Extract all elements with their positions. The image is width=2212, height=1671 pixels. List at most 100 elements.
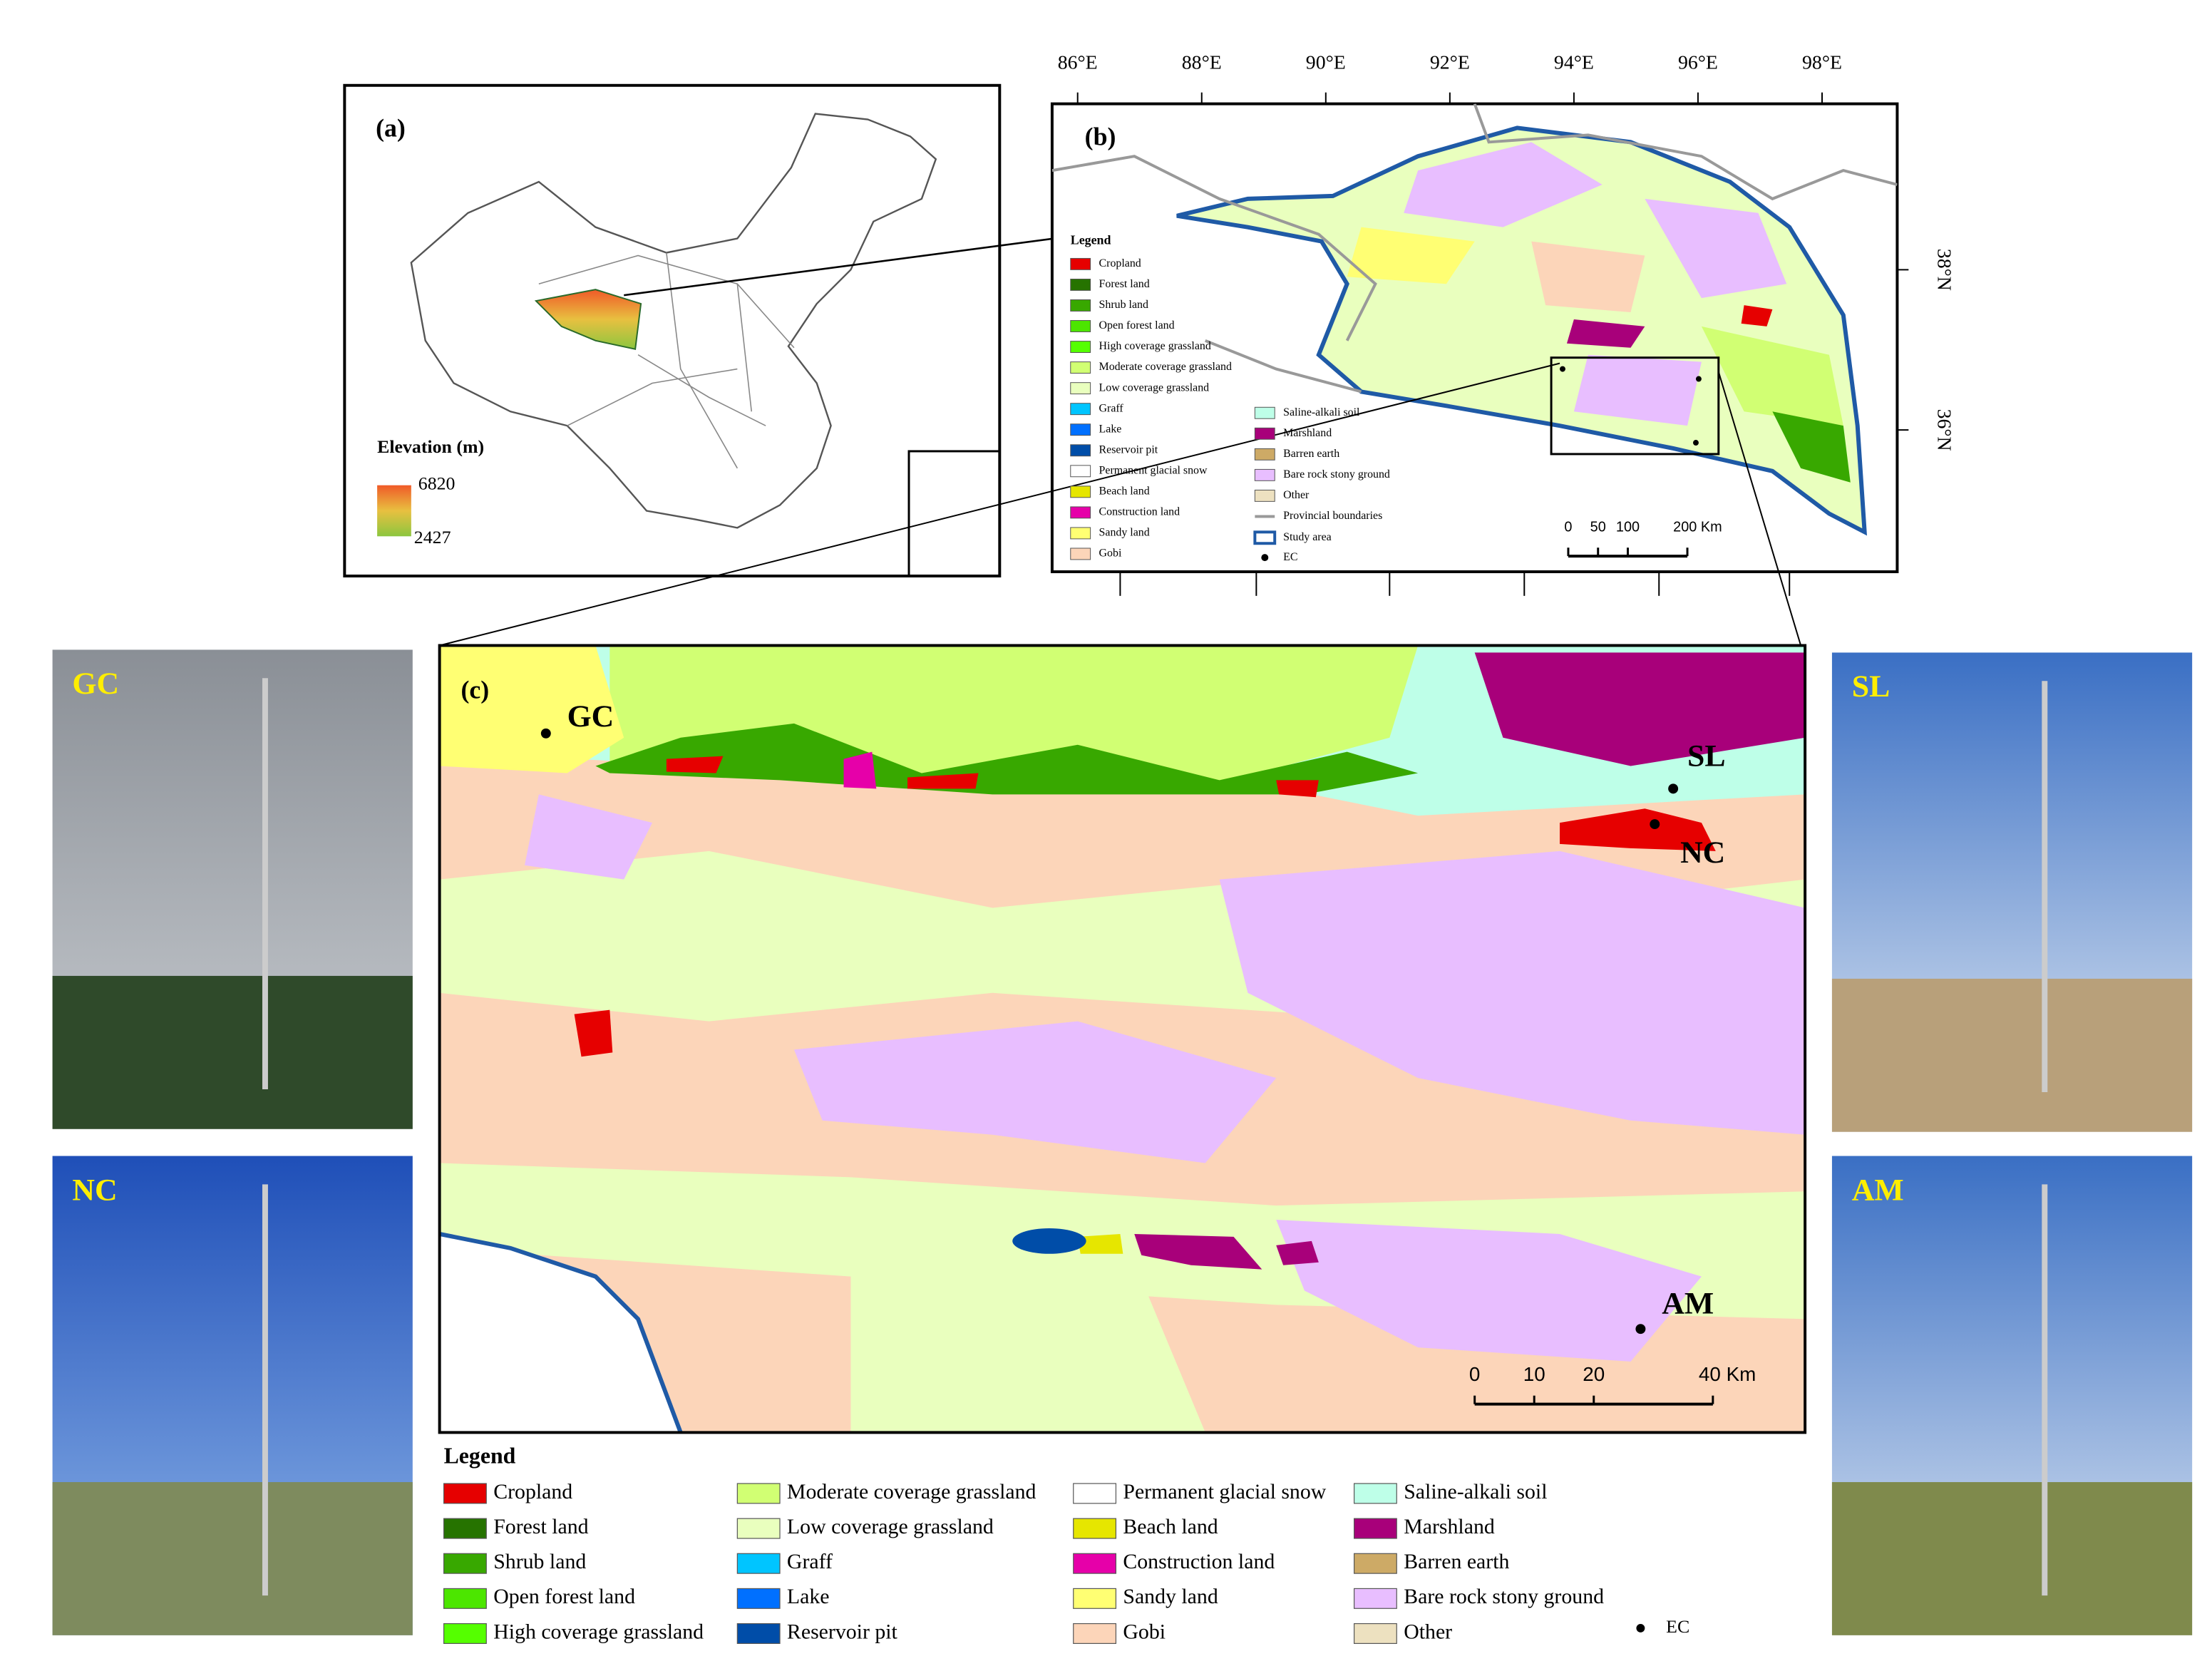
legend-swatch <box>1254 468 1275 481</box>
land-cover-patch <box>1560 808 1716 851</box>
legend-label: Barren earth <box>1283 448 1339 460</box>
legend-swatch <box>1070 361 1091 374</box>
land-cover-patch <box>524 794 652 880</box>
legend-swatch <box>443 1623 487 1644</box>
legend-label: Construction land <box>1099 506 1180 518</box>
legend-swatch <box>443 1518 487 1539</box>
legend-label: High coverage grassland <box>1099 340 1211 352</box>
site-label: NC <box>1680 836 1725 870</box>
legend-swatch <box>1070 299 1091 312</box>
elevation-min: 2427 <box>414 527 451 547</box>
provincial-boundary <box>1051 103 1898 394</box>
land-cover-patch <box>1573 354 1702 426</box>
legend-swatch <box>1070 485 1091 498</box>
ec-site <box>1695 376 1702 382</box>
legend-swatch <box>1073 1588 1117 1609</box>
ec-site <box>1650 819 1660 830</box>
legend-label: Bare rock stony ground <box>1404 1585 1604 1608</box>
inset-box <box>907 450 1001 577</box>
scale-label: 10 <box>1523 1363 1545 1385</box>
legend-label: Marshland <box>1283 427 1332 439</box>
legend-label: Study area <box>1283 531 1332 543</box>
scale-label: 0 <box>1564 520 1572 535</box>
legend-label: Gobi <box>1123 1620 1166 1643</box>
longitude-label: 92°E <box>1430 51 1470 73</box>
legend-label: Permanent glacial snow <box>1099 464 1208 476</box>
legend-label: Shrub land <box>493 1550 586 1573</box>
photos: GC SL NC AM <box>52 649 2193 1635</box>
legend-swatch <box>1070 403 1091 416</box>
site-label: SL <box>1687 739 1726 773</box>
legend-label: Graff <box>1099 402 1124 414</box>
legend-swatch <box>1070 527 1091 540</box>
photo-ground <box>1831 1482 2193 1635</box>
legend-swatch <box>1254 489 1275 502</box>
legend-title: Legend <box>444 1444 516 1469</box>
legend-swatch <box>1253 530 1277 545</box>
land-cover-patch <box>1276 1220 1702 1362</box>
legend-label: Shrub land <box>1099 299 1148 311</box>
site-label: AM <box>1662 1286 1714 1320</box>
study-area-border <box>439 1232 683 1433</box>
scale-label: 0 <box>1469 1363 1480 1385</box>
longitude-label: 90°E <box>1306 51 1346 73</box>
legend-label: Bare rock stony ground <box>1283 468 1390 480</box>
elevation-bar <box>377 485 411 537</box>
legend-swatch <box>1254 427 1275 440</box>
photo-ground <box>52 975 413 1129</box>
legend-label: EC <box>1283 551 1297 563</box>
legend-label: Moderate coverage grassland <box>787 1480 1036 1503</box>
legend-swatch <box>1254 406 1275 419</box>
panel-b-map <box>1051 103 1898 536</box>
legend-label: Reservoir pit <box>1099 443 1158 456</box>
photo-label: NC <box>72 1173 117 1207</box>
legend-label: Marshland <box>1404 1515 1495 1538</box>
connector <box>439 362 1560 647</box>
legend-swatch <box>736 1588 781 1609</box>
legend-label: Cropland <box>1099 257 1141 269</box>
legend-swatch <box>1073 1553 1117 1574</box>
ec-site <box>1692 440 1699 446</box>
photo-ground <box>52 1482 413 1635</box>
legend-swatch <box>736 1623 781 1644</box>
legend-swatch <box>443 1588 487 1609</box>
legend-label: Beach land <box>1099 485 1150 497</box>
legend-dot <box>1261 554 1269 562</box>
legend-swatch <box>1073 1518 1117 1539</box>
legend-swatch <box>1073 1483 1117 1504</box>
legend-label: Saline-alkali soil <box>1404 1480 1547 1503</box>
legend-label: Gobi <box>1099 547 1122 560</box>
legend-label: Saline-alkali soil <box>1283 406 1360 418</box>
panel-c-frame <box>438 644 1807 1434</box>
legend-label: Other <box>1283 489 1310 501</box>
legend-label: Lake <box>787 1585 830 1608</box>
legend-label: Cropland <box>493 1480 572 1503</box>
land-cover-patch <box>1566 319 1645 348</box>
legend-swatch <box>1353 1588 1397 1609</box>
legend-swatch <box>443 1553 487 1574</box>
legend-label: Beach land <box>1123 1515 1218 1538</box>
legend-swatch <box>1070 382 1091 395</box>
land-cover-patch <box>1077 1233 1123 1254</box>
ec-site <box>1668 783 1679 794</box>
latitude-label: 38°N <box>1933 249 1955 291</box>
legend-label: Low coverage grassland <box>787 1515 994 1538</box>
land-cover-patch <box>1474 652 1806 766</box>
panel-label: (c) <box>461 675 489 704</box>
legend-label: Permanent glacial snow <box>1123 1480 1326 1503</box>
scale-label: 200 Km <box>1673 520 1722 535</box>
longitude-label: 94°E <box>1554 51 1594 73</box>
ec-site <box>1560 366 1565 372</box>
land-cover-patch <box>907 773 979 789</box>
study-area-border <box>1176 125 1867 536</box>
photo-ground <box>1831 978 2193 1132</box>
land-cover-patch <box>439 1233 681 1433</box>
legend-swatch <box>1353 1623 1397 1644</box>
legend-label: Sandy land <box>1099 527 1150 539</box>
legend-label: High coverage grassland <box>493 1620 704 1643</box>
legend-swatch <box>443 1483 487 1504</box>
scale-label: 40 Km <box>1699 1363 1756 1385</box>
legend-swatch <box>1353 1553 1397 1574</box>
